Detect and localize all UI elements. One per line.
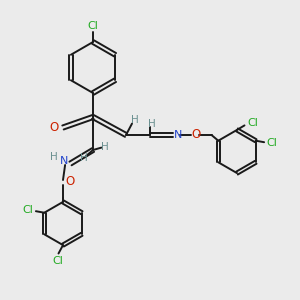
Text: N: N [174, 130, 182, 140]
Text: H: H [100, 142, 108, 152]
Text: O: O [50, 121, 58, 134]
Text: N: N [60, 156, 68, 166]
Text: Cl: Cl [88, 21, 98, 32]
Text: H: H [148, 118, 155, 129]
Text: Cl: Cl [247, 118, 258, 128]
Text: H: H [131, 115, 139, 125]
Text: Cl: Cl [267, 138, 278, 148]
Text: H: H [50, 152, 58, 162]
Text: O: O [65, 175, 74, 188]
Text: H: H [80, 153, 87, 164]
Text: Cl: Cl [52, 256, 63, 266]
Text: Cl: Cl [22, 205, 33, 215]
Text: O: O [191, 128, 200, 142]
